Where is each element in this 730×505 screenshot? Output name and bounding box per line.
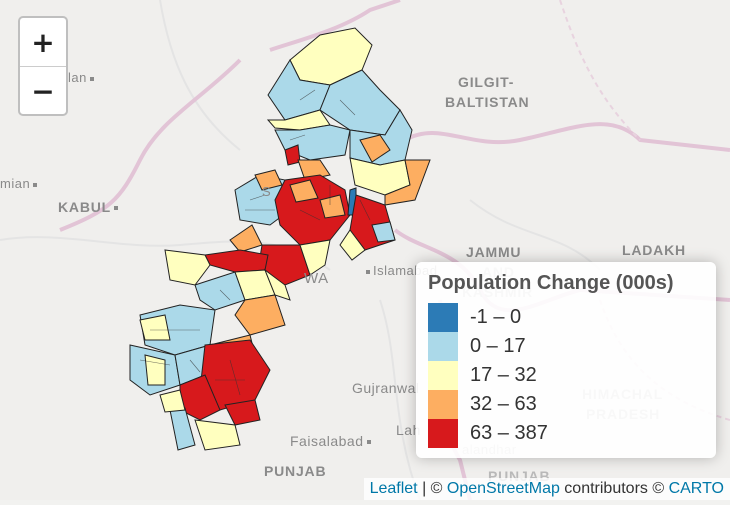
label-gilgit-2: BALTISTAN (445, 94, 530, 110)
district-central-orange-2 (319, 194, 346, 219)
legend-swatch (428, 419, 458, 448)
legend-title: Population Change (000s) (428, 272, 674, 294)
district-west-yellow-1 (164, 249, 211, 286)
district-south-yellow-2 (159, 389, 186, 413)
label-edge-s: S (262, 184, 272, 199)
leaflet-link[interactable]: Leaflet (369, 480, 418, 497)
district-yellow-3 (263, 268, 291, 301)
district-east-blue-1 (371, 221, 396, 243)
district-central-orange-1 (289, 179, 319, 203)
legend-label: 63 – 387 (470, 422, 548, 444)
label-faisalabad: Faisalabad (290, 433, 371, 449)
label-gujranwala: Gujranwal (352, 380, 420, 396)
district-west-blue-2 (194, 271, 246, 311)
kabul-dot (114, 206, 118, 211)
legend-label: 17 – 32 (470, 364, 537, 386)
legend-item: 63 – 387 (428, 419, 704, 448)
district-polygons[interactable] (129, 27, 431, 451)
district-orange-2 (297, 159, 331, 181)
zoom-out-button[interactable]: − (20, 66, 66, 114)
legend-item: 0 – 17 (428, 332, 704, 361)
zoom-in-button[interactable]: + (31, 25, 55, 59)
legend-item: -1 – 0 (428, 303, 704, 332)
legend-item: 17 – 32 (428, 361, 704, 390)
faisalabad-dot (366, 440, 371, 445)
label-kabul: KABUL (58, 199, 118, 215)
label-lahore: Lah (396, 422, 421, 438)
label-edge-lan: lan (68, 70, 94, 85)
osm-link[interactable]: OpenStreetMap (446, 480, 560, 497)
attribution: Leaflet | © OpenStreetMap contributors ©… (363, 478, 730, 500)
district-east-yellow-1 (339, 229, 366, 261)
label-bamian: mian (0, 176, 38, 191)
attribution-sep: | © (417, 480, 447, 497)
legend-swatch (428, 332, 458, 361)
edge-lan-dot (89, 76, 94, 81)
district-orange-3 (234, 294, 286, 336)
district-inner-lines (139, 89, 371, 396)
district-south-yellow-1 (194, 419, 241, 451)
label-jammu: JAMMU (466, 244, 522, 260)
zoom-control: + − (18, 16, 68, 116)
district-central-yellow-1 (299, 239, 331, 276)
legend-label: -1 – 0 (470, 306, 522, 328)
legend-item: 32 – 63 (428, 390, 704, 419)
label-ladakh: LADAKH (622, 242, 686, 258)
district-sw-yellow-1 (139, 314, 171, 341)
legend-swatch (428, 303, 458, 332)
label-punjab-west: PUNJAB (264, 463, 327, 479)
legend: Population Change (000s) -1 – 0 0 – 17 1… (416, 262, 716, 458)
district-sw-yellow-2 (144, 354, 166, 386)
attribution-contributors: contributors © (559, 480, 669, 497)
legend-label: 32 – 63 (470, 393, 537, 415)
carto-link[interactable]: CARTO (668, 480, 724, 497)
label-edge-wa: WA (304, 270, 329, 287)
legend-label: 0 – 17 (470, 335, 526, 357)
legend-swatch (428, 390, 458, 419)
bamian-dot (33, 182, 38, 187)
district-south-red-3 (224, 399, 261, 426)
label-gilgit-1: GILGIT- (458, 74, 515, 90)
legend-swatch (428, 361, 458, 390)
islamabad-dot (366, 269, 370, 274)
district-north-orange-1 (359, 134, 391, 163)
